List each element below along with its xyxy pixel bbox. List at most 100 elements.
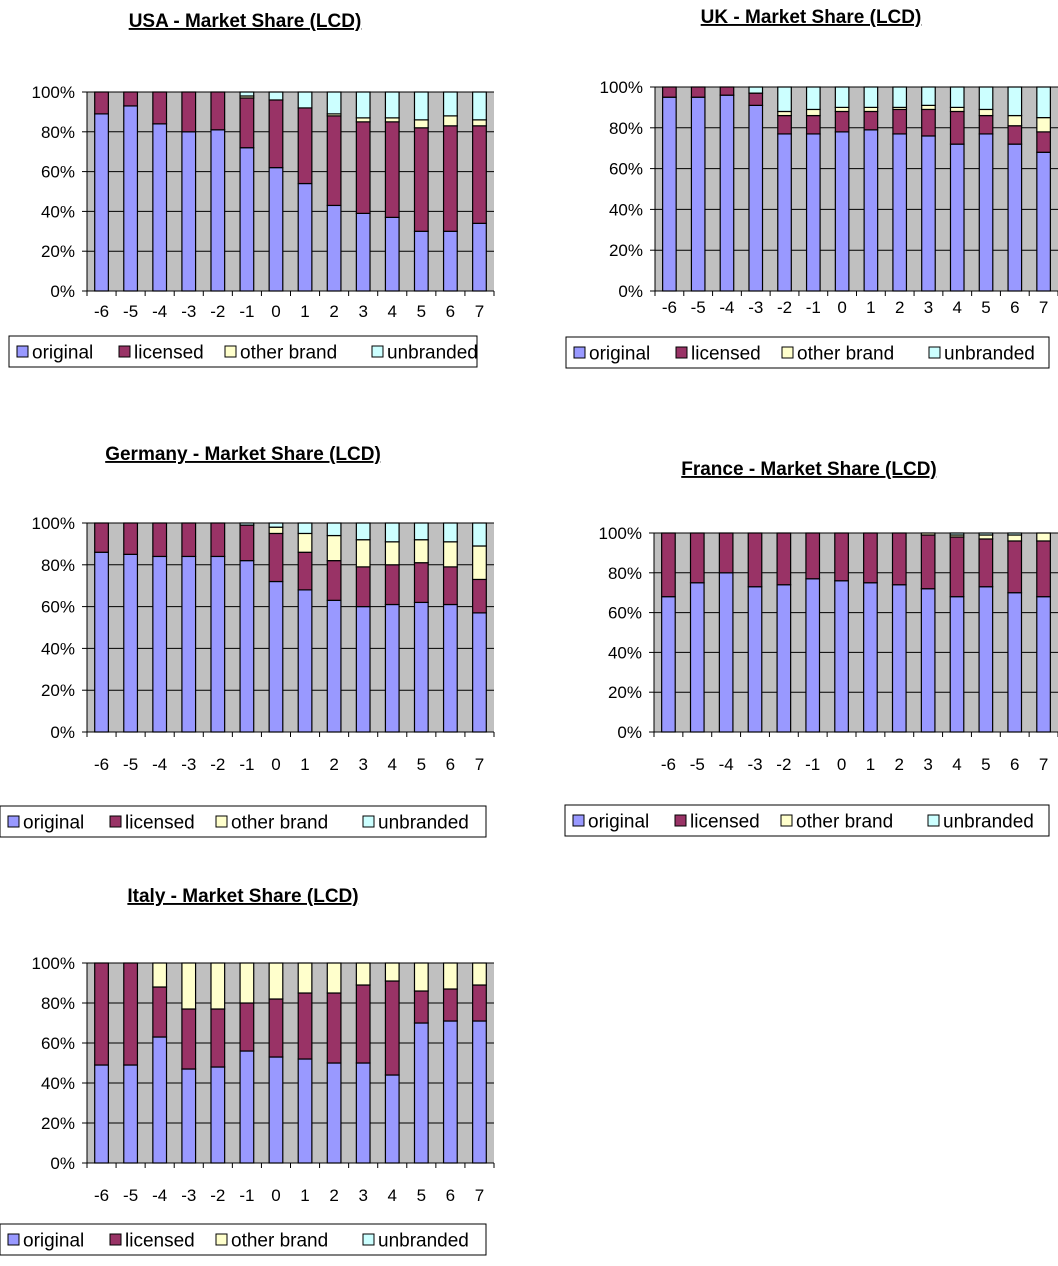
bar-segment-unbranded [921, 86, 936, 106]
bar-segment-original [152, 555, 168, 733]
x-tick-label: -3 [748, 298, 763, 317]
y-tick-label: 80% [41, 556, 75, 575]
y-tick-label: 40% [41, 202, 75, 221]
legend-label: original [32, 343, 93, 364]
bar-segment-other-brand [978, 108, 994, 117]
y-tick-label: 20% [41, 1114, 75, 1133]
bar-segment-original [384, 216, 400, 292]
x-tick-label: 0 [837, 298, 846, 317]
bar-segment-unbranded [355, 91, 371, 119]
x-tick-label: 2 [329, 302, 338, 321]
bar-segment-other-brand [355, 962, 371, 986]
x-tick-label: -3 [181, 302, 196, 321]
bar-segment-licensed [326, 560, 342, 601]
bar-segment-original [268, 167, 284, 292]
bar-segment-original [662, 96, 677, 292]
bar-segment-licensed [239, 97, 255, 149]
legend-label: unbranded [378, 1231, 469, 1252]
legend-swatch-other-brand [780, 814, 793, 827]
y-tick-label: 100% [599, 524, 642, 543]
legend-box [0, 805, 487, 838]
y-tick-label: 60% [609, 160, 643, 179]
y-tick-label: 80% [608, 564, 642, 583]
bar-segment-other-brand [297, 532, 313, 553]
bar-segment-other-brand [949, 106, 965, 113]
x-tick-label: 4 [952, 755, 961, 774]
bar-segment-other-brand [326, 962, 342, 994]
x-tick-label: 5 [981, 298, 990, 317]
legend: original licensed other brand unbranded [8, 335, 478, 368]
legend-swatch-licensed [674, 814, 687, 827]
bar-segment-original [949, 596, 965, 733]
bar-segment-licensed [210, 522, 226, 558]
bar-segment-unbranded [863, 86, 879, 108]
y-tick-label: 40% [608, 643, 642, 662]
x-tick-label: 2 [329, 1186, 338, 1205]
bar-segment-original [834, 580, 849, 733]
bar-segment-other-brand [1007, 114, 1023, 127]
bar-segment-licensed [920, 534, 936, 590]
bar-segment-licensed [718, 532, 734, 574]
legend-swatch-original [16, 345, 29, 358]
bar-segment-other-brand [326, 534, 342, 562]
bar-segment-licensed [384, 564, 400, 606]
bar-segment-licensed [326, 992, 342, 1064]
bar-segment-original [181, 131, 197, 292]
bar-segment-unbranded [834, 86, 850, 108]
france-market-share-chart: France - Market Share (LCD) 0% 20% 40% 60% 80… [564, 459, 1058, 837]
bar-segment-unbranded [472, 522, 487, 547]
bar-segment-other-brand [413, 962, 429, 992]
x-tick-label: 7 [475, 302, 484, 321]
y-tick-label: 100% [32, 954, 75, 973]
bar-segment-unbranded [268, 522, 284, 528]
bar-segment-original [1007, 592, 1023, 733]
bar-segment-original [326, 204, 342, 292]
bar-segment-licensed [413, 127, 429, 232]
y-tick-label: 60% [41, 598, 75, 617]
bar-segment-unbranded [268, 91, 284, 101]
bar-segment-original [805, 578, 821, 733]
y-tick-label: 0% [617, 723, 642, 742]
legend-label: other brand [231, 813, 328, 834]
x-tick-label: 1 [300, 1186, 309, 1205]
legend-label: licensed [134, 343, 204, 364]
bar-segment-licensed [152, 522, 168, 558]
bar-segment-unbranded [442, 522, 458, 543]
bar-segment-unbranded [978, 86, 994, 111]
x-tick-label: -1 [239, 302, 254, 321]
legend-label: licensed [125, 813, 195, 834]
bar-segment-licensed [748, 92, 764, 106]
x-tick-label: 3 [358, 302, 367, 321]
legend-swatch-other-brand [781, 346, 794, 359]
y-tick-label: 60% [41, 1034, 75, 1053]
bar-segment-original [268, 1056, 284, 1164]
bar-segment-licensed [892, 108, 908, 135]
legend-label: licensed [125, 1231, 195, 1252]
italy-chart-title: Italy - Market Share (LCD) [127, 886, 358, 907]
bar-segment-licensed [239, 524, 255, 562]
legend-label: other brand [796, 812, 893, 833]
y-tick-label: 20% [609, 241, 643, 260]
bar-segment-original [384, 603, 400, 733]
bar-segment-unbranded [748, 86, 764, 94]
bar-segment-original [747, 586, 763, 733]
y-tick-label: 80% [41, 994, 75, 1013]
bar-segment-other-brand [834, 106, 850, 113]
bar-segment-licensed [949, 110, 965, 145]
bar-segment-original [472, 1020, 487, 1164]
bar-segment-licensed [442, 125, 458, 232]
x-tick-label: -1 [239, 1186, 254, 1205]
bar-segment-other-brand [777, 110, 792, 117]
bar-segment-other-brand [472, 119, 487, 127]
legend-label: original [589, 344, 650, 365]
x-tick-label: -6 [94, 755, 109, 774]
bar-segment-unbranded [1007, 532, 1023, 536]
bar-segment-unbranded [1036, 86, 1051, 119]
bar-segment-other-brand [920, 532, 936, 536]
x-tick-label: -4 [152, 302, 167, 321]
x-tick-label: -4 [152, 1186, 167, 1205]
bar-segment-original [442, 1020, 458, 1164]
bar-segment-licensed [834, 532, 849, 582]
bar-segment-licensed [268, 532, 284, 583]
x-tick-label: 1 [300, 302, 309, 321]
